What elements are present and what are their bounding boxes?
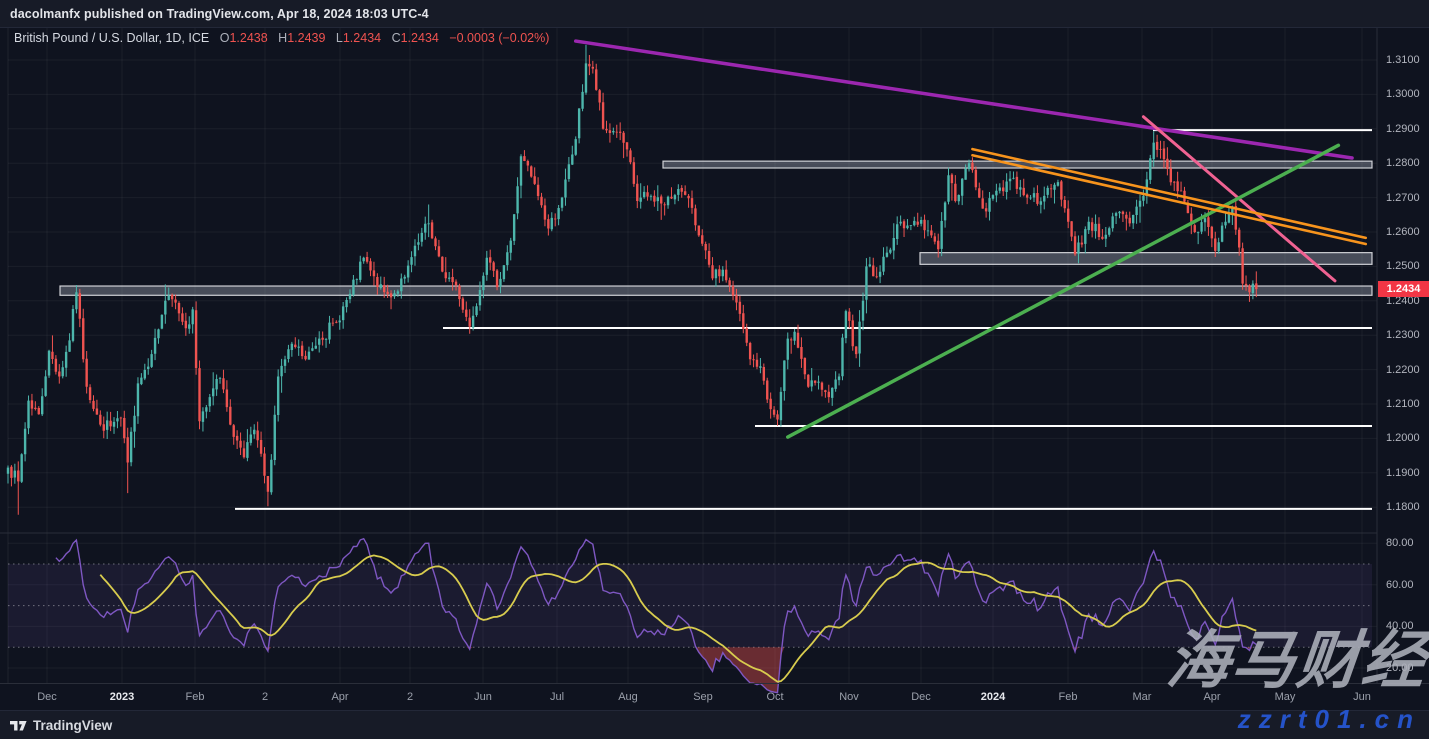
time-tick-Feb: Feb [185, 691, 205, 703]
time-tick-May: May [1274, 691, 1296, 703]
footer-bar: TradingView [0, 710, 1429, 739]
time-tick-2023: 2023 [109, 691, 135, 703]
low-value: 1.2434 [342, 31, 382, 45]
symbol-legend[interactable]: British Pound / U.S. Dollar, 1D, ICE O1.… [14, 31, 549, 45]
price-tick: 1.2900 [1386, 122, 1420, 135]
low-label: L [335, 31, 343, 45]
time-tick-Oct: Oct [766, 691, 784, 703]
time-tick-2: 2 [406, 691, 414, 703]
support-zone-1.2520 [919, 252, 1373, 265]
close-label: C [391, 31, 401, 45]
time-tick-Mar: Mar [1132, 691, 1152, 703]
descending-purple [573, 39, 1354, 160]
price-tick: 1.2100 [1386, 398, 1420, 410]
price-tick: 1.3100 [1386, 54, 1420, 66]
time-tick-Dec: Dec [911, 691, 931, 703]
rsi-tick: 40.00 [1386, 620, 1414, 633]
time-tick-Nov: Nov [839, 691, 859, 703]
price-tick: 1.3000 [1386, 88, 1420, 101]
time-tick-Feb: Feb [1058, 691, 1078, 703]
time-tick-Jun: Jun [1353, 691, 1371, 703]
price-tick: 1.2400 [1386, 294, 1420, 307]
tradingview-brand-label: TradingView [33, 717, 113, 733]
rsi-ma-line [99, 554, 1257, 683]
symbol-title[interactable]: British Pound / U.S. Dollar, 1D, ICE [14, 31, 210, 45]
ascending-green [786, 143, 1341, 439]
rsi-line [55, 537, 1257, 694]
time-tick-Apr: Apr [331, 691, 349, 703]
price-tick: 1.2200 [1386, 363, 1420, 376]
levels-layer [59, 129, 1373, 510]
price-tick: 1.2700 [1386, 191, 1420, 204]
time-tick-Jul: Jul [549, 691, 565, 703]
open-value: 1.2438 [229, 31, 268, 45]
time-tick-Aug: Aug [618, 691, 638, 703]
attribution-text: dacolmanfx published on TradingView.com,… [10, 6, 429, 21]
time-axis[interactable]: Dec 2023 Feb 2 Apr 2 Jun Jul Aug Sep Oct Nov Dec 2024… [0, 683, 1429, 710]
candles-layer [6, 44, 1258, 515]
trendlines-layer [573, 39, 1368, 439]
change-value: −0.0003 (−0.02%) [449, 31, 550, 45]
support-zone-1.2430 [59, 285, 1373, 296]
price-tick: 1.1800 [1386, 501, 1420, 514]
price-tick: 1.2500 [1386, 260, 1420, 273]
price-tick: 1.2800 [1386, 157, 1420, 170]
rsi-tick: 80.00 [1386, 537, 1414, 550]
descending-orange-lower [971, 153, 1368, 246]
rsi-band-fill [8, 564, 1372, 648]
time-tick-Dec: Dec [37, 691, 57, 703]
price-axis[interactable]: 1.2434 1.3100 1.3000 1.2900 1.2800 1.2700 1.2… [1378, 28, 1429, 683]
tradingview-logo-icon [10, 720, 27, 730]
descending-orange-upper [971, 147, 1368, 240]
frame-layer [0, 28, 1378, 683]
up-bodies [6, 63, 1255, 493]
time-tick-Jun: Jun [474, 691, 492, 703]
time-tick-2: 2 [261, 691, 269, 703]
last-price-badge: 1.2434 [1378, 281, 1429, 298]
price-tick: 1.2000 [1386, 432, 1420, 445]
down-bodies [10, 63, 1258, 492]
high-value: 1.2439 [287, 31, 326, 45]
rsi-tick: 20.00 [1386, 662, 1414, 674]
rsi-layer [8, 537, 1372, 694]
open-label: O [219, 31, 230, 45]
time-tick-Sep: Sep [693, 691, 713, 703]
time-tick-2024: 2024 [980, 691, 1006, 703]
price-tick: 1.1900 [1386, 466, 1420, 479]
price-tick: 1.2300 [1386, 329, 1420, 342]
rsi-tick: 60.00 [1386, 578, 1414, 591]
time-tick-Apr: Apr [1203, 691, 1221, 703]
high-label: H [278, 31, 288, 45]
attribution-bar: dacolmanfx published on TradingView.com,… [0, 0, 1429, 28]
price-tick: 1.2600 [1386, 226, 1420, 238]
down-wicks [10, 55, 1257, 515]
close-value: 1.2434 [400, 31, 439, 45]
tradingview-brand[interactable]: TradingView [10, 717, 112, 734]
